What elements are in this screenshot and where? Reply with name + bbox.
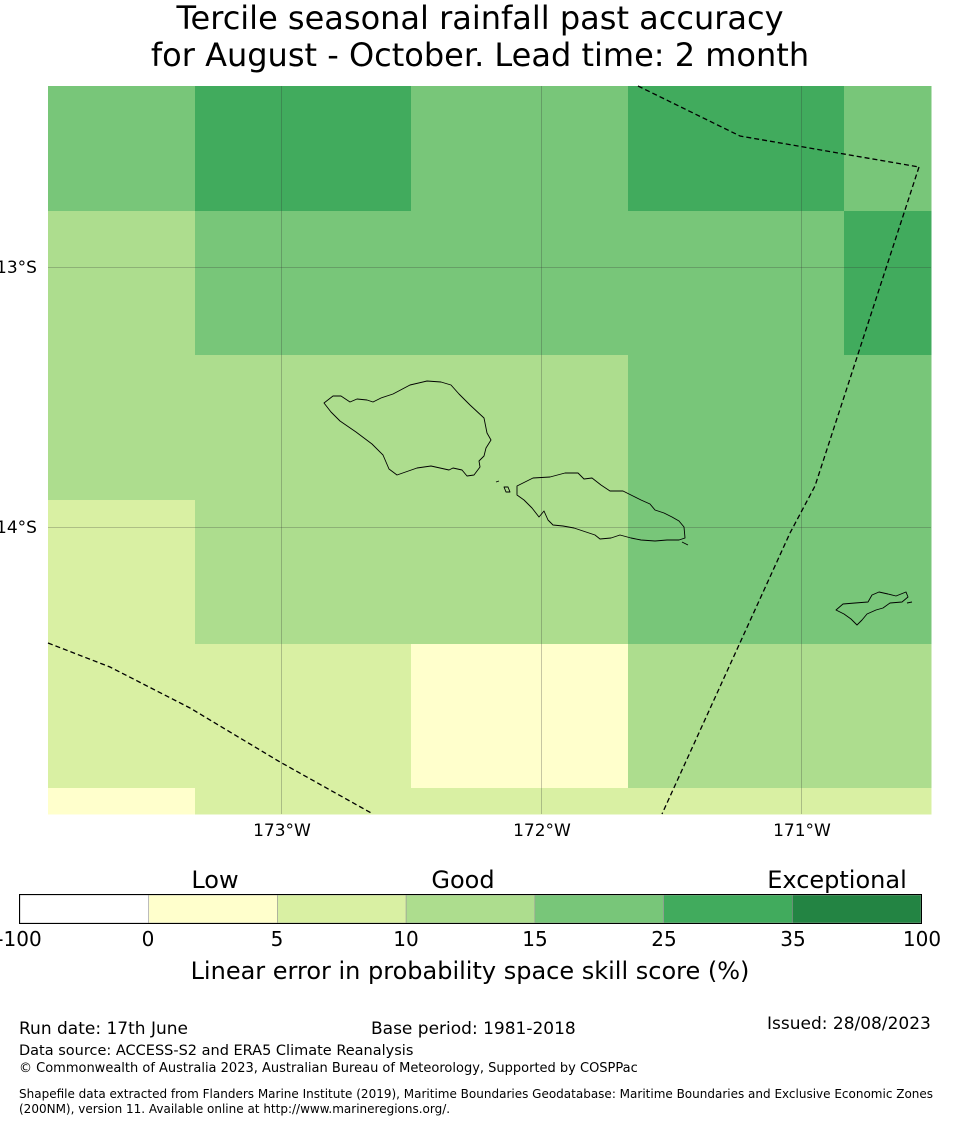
- grid-cell: [195, 500, 304, 645]
- colorbar: [19, 894, 922, 924]
- colorbar-title: Linear error in probability space skill …: [190, 957, 750, 985]
- graticule: [48, 86, 931, 814]
- grid-cell: [628, 355, 737, 501]
- grid-cell: [520, 355, 629, 501]
- grid-cell: [628, 86, 737, 212]
- grid-cell: [411, 86, 521, 212]
- run-date: Run date: 17th June: [19, 1019, 188, 1039]
- grid-cell: [844, 644, 932, 789]
- lon-label-172w: 172°W: [513, 821, 571, 841]
- grid-cell: [736, 211, 845, 356]
- grid-cell: [736, 355, 845, 501]
- colorbar-tick: 100: [902, 927, 942, 951]
- grid-cell: [628, 211, 737, 356]
- colorbar-tick: -100: [0, 927, 42, 951]
- skill-grid: [48, 86, 932, 815]
- copyright: © Commonwealth of Australia 2023, Austra…: [19, 1061, 638, 1076]
- base-period: Base period: 1981-2018: [371, 1019, 576, 1039]
- coastline-upolu: [516, 472, 686, 542]
- grid-cell: [844, 788, 932, 815]
- grid-cell: [844, 86, 932, 212]
- grid-cell: [628, 644, 737, 789]
- coastline-tutuila: [835, 591, 909, 626]
- grid-cell: [628, 500, 737, 645]
- coastline-savaii: [323, 380, 492, 477]
- grid-cell: [48, 788, 196, 815]
- grid-cell: [195, 355, 304, 501]
- grid-cell: [195, 211, 304, 356]
- coastline-manono: [503, 486, 511, 493]
- shapefile-credit: Shapefile data extracted from Flanders M…: [19, 1087, 934, 1116]
- data-source: Data source: ACCESS-S2 and ERA5 Climate …: [19, 1043, 414, 1059]
- grid-cell: [736, 86, 845, 212]
- skill-map: [47, 85, 932, 815]
- grid-cell: [411, 211, 521, 356]
- eez-boundary-east: [661, 166, 920, 815]
- grid-cell: [48, 211, 196, 356]
- colorbar-segments: [19, 894, 922, 924]
- grid-cell: [520, 211, 629, 356]
- map-title-line-1: Tercile seasonal rainfall past accuracy: [176, 0, 784, 37]
- issued-date: Issued: 28/08/2023: [767, 1014, 931, 1034]
- colorbar-border: [19, 894, 922, 924]
- colorbar-segment: [277, 894, 407, 924]
- grid-cell: [520, 644, 629, 789]
- colorbar-segment: [791, 894, 922, 924]
- eez-boundaries: [47, 85, 920, 815]
- grid-cell: [303, 500, 412, 645]
- colorbar-tick: 25: [651, 927, 677, 951]
- coastline-upolu-tip: [681, 541, 689, 546]
- grid-cell: [48, 86, 196, 212]
- grid-cell: [520, 500, 629, 645]
- lon-label-173w: 173°W: [253, 821, 311, 841]
- grid-cell: [48, 355, 196, 501]
- coastlines: [323, 380, 913, 626]
- grid-cell: [844, 500, 932, 645]
- grid-cell: [411, 788, 521, 815]
- colorbar-tick: 35: [780, 927, 806, 951]
- grid-cell: [844, 355, 932, 501]
- grid-cell: [520, 86, 629, 212]
- grid-cell: [844, 211, 932, 356]
- grid-cell: [520, 788, 629, 815]
- colorbar-tick: 5: [270, 927, 284, 951]
- grid-cell: [411, 355, 521, 501]
- grid-cell: [303, 211, 412, 356]
- legend-category-low: Low: [191, 866, 239, 894]
- grid-cell: [303, 355, 412, 501]
- colorbar-segment: [405, 894, 536, 924]
- colorbar-segment: [663, 894, 793, 924]
- colorbar-segment: [148, 894, 278, 924]
- grid-cell: [628, 788, 737, 815]
- grid-cell: [48, 644, 196, 789]
- eez-boundary-southwest: [47, 642, 374, 815]
- lat-label-14s: 14°S: [0, 518, 37, 538]
- grid-cell: [736, 788, 845, 815]
- lat-label-13s: 13°S: [0, 258, 37, 278]
- grid-cell: [303, 86, 412, 212]
- grid-cell: [48, 500, 196, 645]
- colorbar-tick: 10: [393, 927, 419, 951]
- grid-cell: [411, 500, 521, 645]
- grid-cell: [736, 500, 845, 645]
- grid-cell: [411, 644, 521, 789]
- legend-category-good: Good: [431, 866, 495, 894]
- colorbar-tick: 0: [141, 927, 155, 951]
- grid-cell: [195, 86, 304, 212]
- grid-cell: [303, 644, 412, 789]
- grid-cell: [736, 644, 845, 789]
- coastline-apolima: [495, 480, 500, 483]
- map-title-line-2: for August - October. Lead time: 2 month: [150, 36, 810, 74]
- grid-cell: [195, 788, 304, 815]
- colorbar-segment: [534, 894, 664, 924]
- colorbar-segment: [19, 894, 150, 924]
- colorbar-tick: 15: [522, 927, 548, 951]
- coastline-aunuu: [906, 601, 913, 604]
- lon-label-171w: 171°W: [773, 821, 831, 841]
- grid-cell: [303, 788, 412, 815]
- eez-boundary-north: [637, 85, 920, 168]
- legend-category-exceptional: Exceptional: [767, 866, 907, 894]
